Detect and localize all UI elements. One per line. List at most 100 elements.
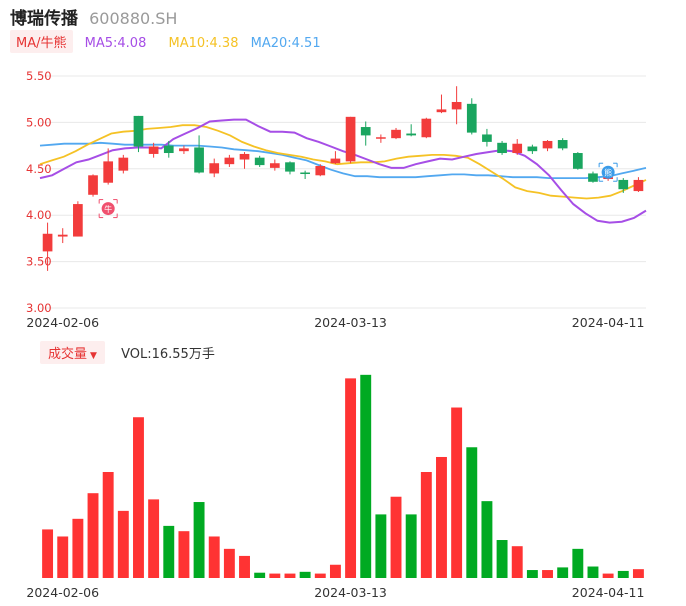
candle xyxy=(466,98,477,135)
candle xyxy=(360,121,371,146)
candle-body xyxy=(57,234,68,237)
candle-body xyxy=(618,179,629,190)
volume-bar xyxy=(42,529,54,578)
candle xyxy=(345,116,356,164)
volume-bar xyxy=(329,564,341,578)
candle xyxy=(163,140,174,158)
candle xyxy=(572,152,583,170)
price-tick-label: 5.50 xyxy=(26,69,52,83)
volume-bar xyxy=(602,573,614,578)
date-tick-label: 2024-03-13 xyxy=(314,315,387,330)
candle-body xyxy=(406,133,417,136)
candle xyxy=(497,140,507,155)
candle xyxy=(406,124,417,137)
volume-bar xyxy=(269,573,281,578)
candle xyxy=(391,127,401,140)
signal-markers: 牛熊 xyxy=(98,162,618,219)
price-tick-label: 3.00 xyxy=(26,301,52,315)
candle-body xyxy=(254,157,265,166)
volume-bar xyxy=(208,536,220,578)
volume-bar xyxy=(133,417,144,578)
price-grid xyxy=(40,75,646,309)
candle xyxy=(133,115,144,153)
volume-bar xyxy=(193,502,205,578)
volume-bar xyxy=(481,501,493,578)
ma-indicator-tab[interactable]: MA/牛熊 xyxy=(10,30,73,53)
candle xyxy=(618,178,629,193)
candle-body xyxy=(557,140,568,149)
volume-bar xyxy=(526,570,538,578)
candle xyxy=(269,159,280,171)
candle xyxy=(300,170,310,180)
volume-bar xyxy=(451,407,463,578)
candle-body xyxy=(239,153,250,160)
date-tick-label: 2024-04-11 xyxy=(572,585,645,600)
candle-body xyxy=(330,158,341,164)
date-tick-label: 2024-03-13 xyxy=(314,585,387,600)
candle-body xyxy=(73,204,83,237)
price-date-axis: 2024-02-06 2024-03-13 2024-04-11 xyxy=(26,315,644,330)
candle xyxy=(633,177,644,192)
candle-body xyxy=(512,143,523,154)
volume-bar xyxy=(314,573,326,578)
price-tick-label: 4.50 xyxy=(26,162,52,176)
volume-bar xyxy=(542,570,553,578)
candle-body xyxy=(224,157,235,165)
volume-bar xyxy=(572,548,584,578)
price-axis: 3.00 3.50 4.00 4.50 5.00 5.50 xyxy=(26,69,52,315)
volume-bar xyxy=(557,567,569,578)
date-tick-label: 2024-02-06 xyxy=(26,315,99,330)
volume-bar xyxy=(239,555,250,578)
volume-bar xyxy=(390,496,402,578)
candle-body xyxy=(451,101,462,110)
volume-bar xyxy=(254,572,266,578)
candle xyxy=(482,128,492,147)
candle-body xyxy=(118,157,129,171)
candle xyxy=(315,164,326,177)
candle-body xyxy=(103,161,114,183)
candle xyxy=(224,154,235,167)
bull-icon: 牛 xyxy=(98,199,118,219)
date-tick-label: 2024-04-11 xyxy=(572,315,645,330)
volume-bar xyxy=(223,548,235,578)
title-row: 博瑞传播 600880.SH xyxy=(10,4,177,29)
marker-label: 牛 xyxy=(104,204,112,214)
volume-bar xyxy=(360,374,372,578)
ma10-label: MA10:4.38 xyxy=(168,36,239,51)
candle xyxy=(436,94,447,114)
candle xyxy=(254,155,265,167)
price-tick-label: 5.00 xyxy=(26,115,52,129)
volume-bar xyxy=(148,499,160,578)
volume-bar xyxy=(375,514,387,578)
candle-body xyxy=(42,233,53,252)
volume-bar xyxy=(466,447,478,578)
candle xyxy=(57,228,68,244)
candle xyxy=(42,222,53,271)
candle-body xyxy=(360,127,371,136)
candle-body xyxy=(148,146,159,154)
candle-body xyxy=(163,145,174,154)
volume-bar xyxy=(163,525,175,578)
candle xyxy=(88,174,98,197)
candle xyxy=(118,154,129,174)
candle xyxy=(376,134,386,143)
candle-body xyxy=(391,129,401,139)
volume-bar xyxy=(632,569,644,578)
candle xyxy=(588,171,598,183)
candle-body xyxy=(88,175,98,195)
candle-body xyxy=(542,140,553,149)
volume-bar xyxy=(117,510,129,578)
candle-body xyxy=(572,153,583,169)
volume-bars xyxy=(42,374,644,578)
candle-body xyxy=(300,172,310,175)
volume-bar xyxy=(587,566,599,578)
volume-bar xyxy=(178,531,190,578)
candle xyxy=(285,161,295,175)
candle-body xyxy=(209,163,220,174)
date-tick-label: 2024-02-06 xyxy=(26,585,99,600)
candle-body xyxy=(466,103,477,133)
volume-legend: 成交量 ▼ VOL:16.55万手 xyxy=(40,341,215,364)
volume-indicator-dropdown[interactable]: 成交量 ▼ xyxy=(40,341,105,364)
candle xyxy=(103,148,114,185)
